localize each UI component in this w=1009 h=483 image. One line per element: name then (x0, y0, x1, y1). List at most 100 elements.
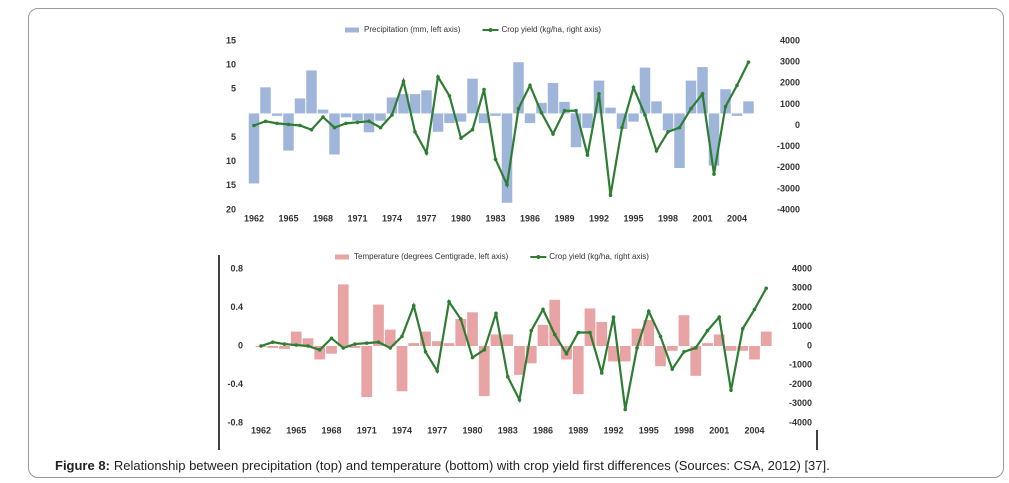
bar (396, 346, 408, 392)
y-tick-label: 2000 (792, 302, 812, 312)
y-tick-label: 5 (231, 132, 236, 142)
y-tick-label: 0 (795, 120, 800, 130)
x-tick-label: 1992 (603, 425, 623, 435)
line-point (643, 113, 647, 117)
line-point (436, 75, 440, 79)
y-tick-label: 15 (226, 180, 236, 190)
line-point (321, 115, 325, 119)
line-point (764, 286, 769, 291)
bar (572, 346, 584, 395)
x-tick-label: 2004 (744, 425, 764, 435)
x-tick-label: 1998 (674, 425, 694, 435)
line-point (376, 340, 381, 344)
y-tick-label: -0.4 (227, 379, 243, 389)
line-point (494, 311, 498, 316)
bar (455, 319, 467, 346)
line-point (364, 341, 369, 345)
bar (582, 113, 593, 128)
line-point (470, 127, 475, 132)
bar (514, 346, 525, 375)
y-tick-label: -4000 (777, 204, 800, 214)
x-tick-label: 1965 (286, 425, 306, 435)
line-point (564, 351, 569, 356)
x-tick-label: 1992 (589, 213, 609, 223)
x-tick-label: 1971 (357, 425, 377, 435)
bar (375, 113, 386, 121)
line-point (252, 123, 256, 128)
line-point (275, 121, 279, 126)
bar (628, 113, 639, 122)
bar (349, 346, 361, 348)
bar (490, 113, 501, 116)
y-tick-label: 3000 (780, 57, 800, 67)
bar (420, 331, 431, 346)
line-point (623, 407, 628, 412)
line-point (317, 348, 322, 352)
line-point (539, 111, 544, 115)
line-point (631, 85, 636, 90)
bar (455, 113, 467, 122)
x-tick-label: 1983 (498, 425, 518, 435)
bar (478, 113, 490, 124)
bar (651, 101, 662, 114)
bar (524, 113, 536, 124)
bar (737, 346, 749, 351)
line-point (576, 330, 581, 335)
x-tick-label: 1986 (533, 425, 553, 435)
bar (490, 334, 502, 346)
bar (605, 107, 616, 114)
bar (431, 341, 443, 346)
bar (502, 334, 514, 346)
bar (549, 299, 561, 346)
line-point (723, 104, 728, 109)
x-tick-label: 1995 (639, 425, 659, 435)
line-point (447, 299, 451, 304)
line-point (493, 157, 498, 162)
line-point (608, 193, 613, 198)
line-point (746, 60, 751, 64)
bar (352, 113, 363, 121)
line-point (309, 127, 314, 132)
line-point (562, 108, 567, 113)
line-point (528, 83, 532, 88)
line-point (585, 153, 590, 157)
line-point (588, 330, 592, 335)
legend-swatch (345, 27, 359, 33)
caption-text: Relationship between precipitation (top)… (113, 458, 830, 473)
line-point (344, 121, 348, 126)
line-point (574, 108, 578, 113)
bar (547, 83, 559, 114)
legend-swatch (335, 254, 349, 260)
x-tick-label: 1989 (554, 213, 574, 223)
y-tick-label: 0.4 (230, 302, 243, 312)
line-point (677, 125, 682, 130)
line-point (355, 120, 360, 125)
bar (708, 113, 720, 166)
bar (326, 346, 337, 354)
line-point (259, 344, 263, 348)
bar (398, 94, 409, 114)
line-point (654, 149, 659, 153)
line-point (597, 92, 601, 96)
y-tick-label: -2000 (789, 379, 812, 389)
bar (271, 113, 283, 116)
x-tick-label: 1968 (313, 213, 333, 223)
bar (260, 87, 271, 114)
bar (467, 312, 478, 346)
line-point (611, 315, 616, 319)
bar (639, 67, 651, 114)
x-tick-label: 1983 (485, 213, 505, 223)
y-tick-label: 4000 (780, 35, 800, 45)
line-point (400, 334, 404, 339)
line-point (294, 343, 299, 347)
line-point (529, 328, 534, 333)
line-point (411, 303, 416, 308)
bar (570, 113, 582, 148)
bar (386, 97, 398, 114)
line-point (646, 309, 651, 314)
line (260, 287, 768, 410)
y-tick-label: -3000 (777, 183, 800, 193)
bar (702, 343, 713, 346)
line-point (388, 346, 393, 350)
bar (317, 109, 329, 114)
